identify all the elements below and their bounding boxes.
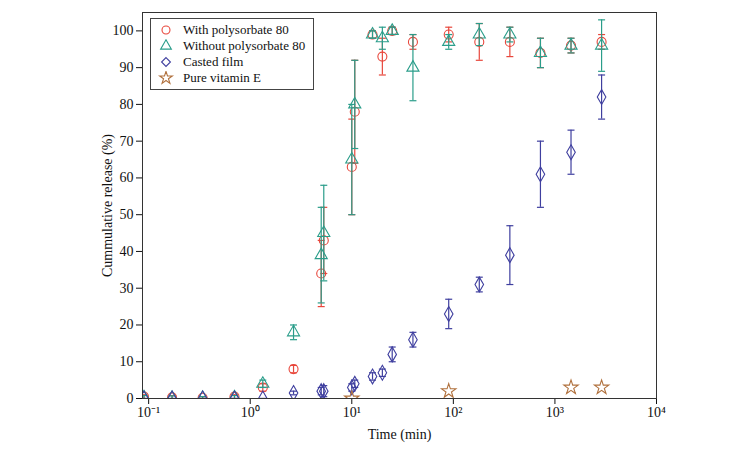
svg-text:20: 20 [120,317,134,332]
svg-text:30: 30 [120,281,134,296]
svg-text:10⁰: 10⁰ [241,405,260,420]
svg-text:70: 70 [120,134,134,149]
svg-text:10⁴: 10⁴ [647,405,666,420]
svg-text:100: 100 [113,23,134,38]
svg-text:50: 50 [120,207,134,222]
svg-text:10: 10 [120,354,134,369]
svg-text:90: 90 [120,60,134,75]
html-text:With polysorbate 80: With polysorbate 80 [183,22,289,37]
html-text:Without polysorbate 80: Without polysorbate 80 [183,38,306,53]
svg-text:10³: 10³ [546,405,564,420]
svg-text:0: 0 [127,391,134,406]
svg-text:80: 80 [120,97,134,112]
svg-text:60: 60 [120,170,134,185]
svg-text:10²: 10² [444,405,462,420]
svg-text:40: 40 [120,244,134,259]
html-text:Pure vitamin E: Pure vitamin E [183,70,261,85]
svg-text:10¹: 10¹ [343,405,361,420]
html-text:Casted film: Casted film [183,54,244,69]
svg-text:10⁻¹: 10⁻¹ [137,405,160,420]
svg-text:Cummulative release (%): Cummulative release (%) [100,134,116,277]
svg-text:Time (min): Time (min) [368,427,432,443]
